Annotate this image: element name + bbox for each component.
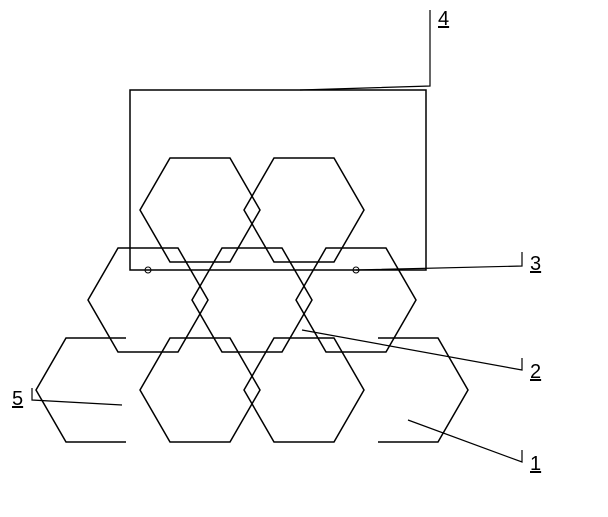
hexagon-partial-right	[378, 338, 468, 442]
label-1: 1	[530, 453, 541, 475]
label-4: 4	[438, 8, 449, 30]
label-5: 5	[12, 388, 23, 410]
hexagon-mid-right	[296, 248, 416, 352]
label-2: 2	[530, 361, 541, 383]
technical-diagram: 4 3 2 1 5	[0, 0, 608, 517]
leader-3	[356, 252, 522, 270]
hexagon-bot-left	[140, 338, 260, 442]
hexagon-top-left	[140, 158, 260, 262]
hexagon-mid-center	[192, 248, 312, 352]
hexagon-top-right	[244, 158, 364, 262]
leader-2	[302, 330, 522, 370]
hexagon-partial-left	[36, 338, 126, 442]
leader-5	[32, 388, 122, 405]
hexagon-mid-left	[88, 248, 208, 352]
hexagon-bot-right	[244, 338, 364, 442]
leader-1	[408, 420, 522, 462]
label-3: 3	[530, 253, 541, 275]
bounding-rect	[130, 90, 426, 270]
leader-4	[300, 10, 430, 90]
